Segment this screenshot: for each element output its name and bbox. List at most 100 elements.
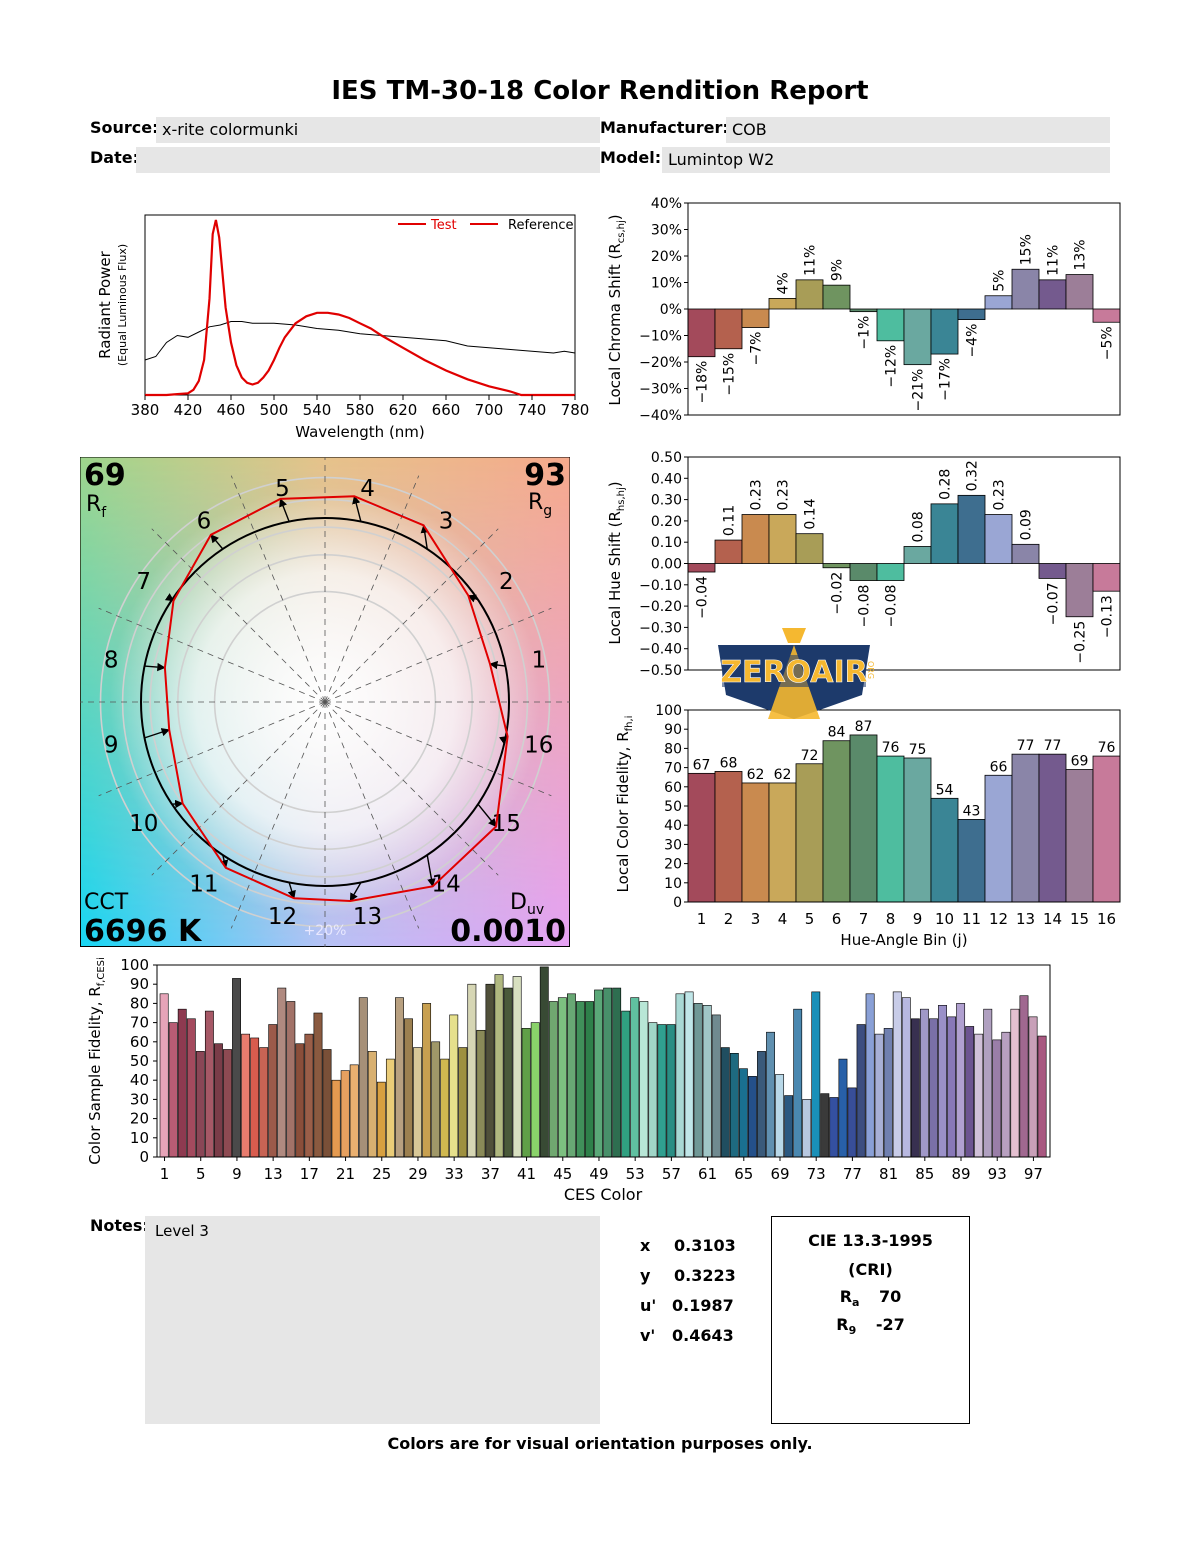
ces-bar-27 [395,997,404,1158]
hue-value-label-4: 0.23 [776,479,792,510]
fidelity-x-tick-label: 1 [697,910,707,928]
hue-bar-15 [1065,563,1094,618]
hue-y-tick-label: 0.30 [651,493,682,509]
cvg-bin-divider [151,701,326,876]
chroma-value-label-12: 5% [992,270,1008,292]
cvg-grid [80,457,570,947]
hue-value-label-15: −0.25 [1073,621,1089,664]
cri-box: CIE 13.3-1995 (CRI) Ra 70 R9 -27 [771,1216,970,1424]
cri-title: CIE 13.3-1995 [808,1231,933,1250]
ces-bar-56 [657,1024,667,1158]
fidelity-bar-11 [957,819,986,903]
chroma-value-label-15: 13% [1073,239,1089,270]
cvg-bin-label-12: 12 [268,904,297,930]
fidelity-bar-5 [795,763,824,903]
chroma-bar-3 [741,308,770,328]
ces-x-tick-label: 5 [196,1165,206,1183]
ces-bar-6 [204,1010,214,1158]
ces-bar-33 [449,1014,459,1158]
ces-bar-87 [938,1005,947,1158]
fidelity-x-tick-label: 4 [778,910,788,928]
hue-y-tick-label: −0.10 [639,578,682,594]
fidelity-y-tick-label: 50 [664,799,682,815]
ces-bar-39 [503,987,513,1158]
hue-value-label-11: 0.32 [965,460,981,491]
test-polygon [163,495,509,903]
ra-value: 70 [879,1287,902,1306]
ces-y-tick-label: 70 [130,1014,149,1032]
ces-bar-1 [159,993,169,1158]
hue-y-tick-label: 0.00 [651,557,682,573]
ces-y-tick-label: 50 [130,1052,149,1070]
spd-x-tick-label: 660 [432,401,461,419]
cvg-bin-label-8: 8 [104,647,119,673]
manufacturer-label: Manufacturer: [600,118,729,137]
chroma-label-bg [853,315,874,376]
fidelity-x-tick-label: 7 [859,910,869,928]
zeroair-logo: ZEROAIR ORG [718,628,875,719]
chroma-bar-1 [687,308,716,358]
ces-bar-71 [793,1008,803,1158]
hue-label-bg [1042,582,1063,643]
hue-label-bg [880,584,901,645]
ces-bar-42 [530,1022,540,1158]
cvg-bin-divider [324,701,420,929]
ces-bar-98 [1037,1035,1047,1158]
notes-box: Level 3 [145,1216,600,1424]
spd-x-tick-label: 780 [561,401,590,419]
cvg-arrow-15 [477,803,497,828]
fidelity-bar-15 [1065,769,1094,903]
ces-bar-44 [548,1001,558,1158]
ces-bar-81 [883,1028,893,1158]
ces-bar-78 [856,1024,866,1158]
cvg-bin-label-5: 5 [275,476,290,502]
hue-y-tick-label: 0.40 [651,471,682,487]
ces-bar-66 [748,1076,757,1158]
ces-bar-11 [250,1037,260,1158]
chroma-label-bg [691,360,712,421]
percent-label: +20% [304,923,347,939]
ces-bar-14 [277,987,287,1158]
fidelity-value-label-11: 43 [963,803,981,819]
ra-label: R [839,1287,853,1306]
fidelity-value-label-7: 87 [855,719,873,735]
fidelity-x-tick-label: 11 [962,910,981,928]
hue-value-label-7: −0.08 [857,585,873,628]
cvg-bin-label-4: 4 [360,476,375,502]
ces-x-tick-label: 49 [589,1165,608,1183]
chroma-value-label-10: −17% [938,358,954,401]
r9-value: -27 [875,1315,905,1335]
spd-line-reference [144,321,576,361]
ces-bar-60 [693,1003,703,1158]
ces-x-tick-label: 9 [232,1165,242,1183]
r9-sub: 9 [848,1324,857,1338]
chroma-value-label-14: 11% [1046,245,1062,276]
ces-bar-10 [241,1033,251,1158]
cvg-bin-divider [324,701,499,876]
ces-y-tick-label: 10 [130,1129,149,1147]
fidelity-bar-13 [1011,753,1040,903]
chroma-bar-7 [849,308,878,313]
spd-x-tick-label: 740 [518,401,547,419]
chroma-y-tick-label: 20% [651,249,682,265]
hue-bar-11 [957,494,986,564]
ces-bar-61 [702,1005,712,1158]
hue-value-label-14: −0.07 [1046,582,1062,625]
report-title: IES TM-30-18 Color Rendition Report [331,76,869,106]
spd-plot-frame [144,214,576,396]
ces-x-tick-label: 33 [445,1165,464,1183]
duv-label: Duv [510,890,544,918]
legend-test-label: Test [430,218,457,233]
ces-x-tick-label: 69 [770,1165,789,1183]
cct-value: 6696 K [84,914,203,947]
rg-value: 93 [524,458,566,493]
ces-bar-37 [485,983,495,1158]
ces-bar-4 [186,1018,196,1158]
rg-label: Rg [528,490,552,519]
ces-bar-95 [1010,1008,1020,1158]
ces-bar-43 [539,966,549,1158]
cvg-arrow-5 [279,498,290,522]
ces-x-tick-label: 65 [734,1165,753,1183]
chroma-value-label-6: 9% [830,259,846,281]
